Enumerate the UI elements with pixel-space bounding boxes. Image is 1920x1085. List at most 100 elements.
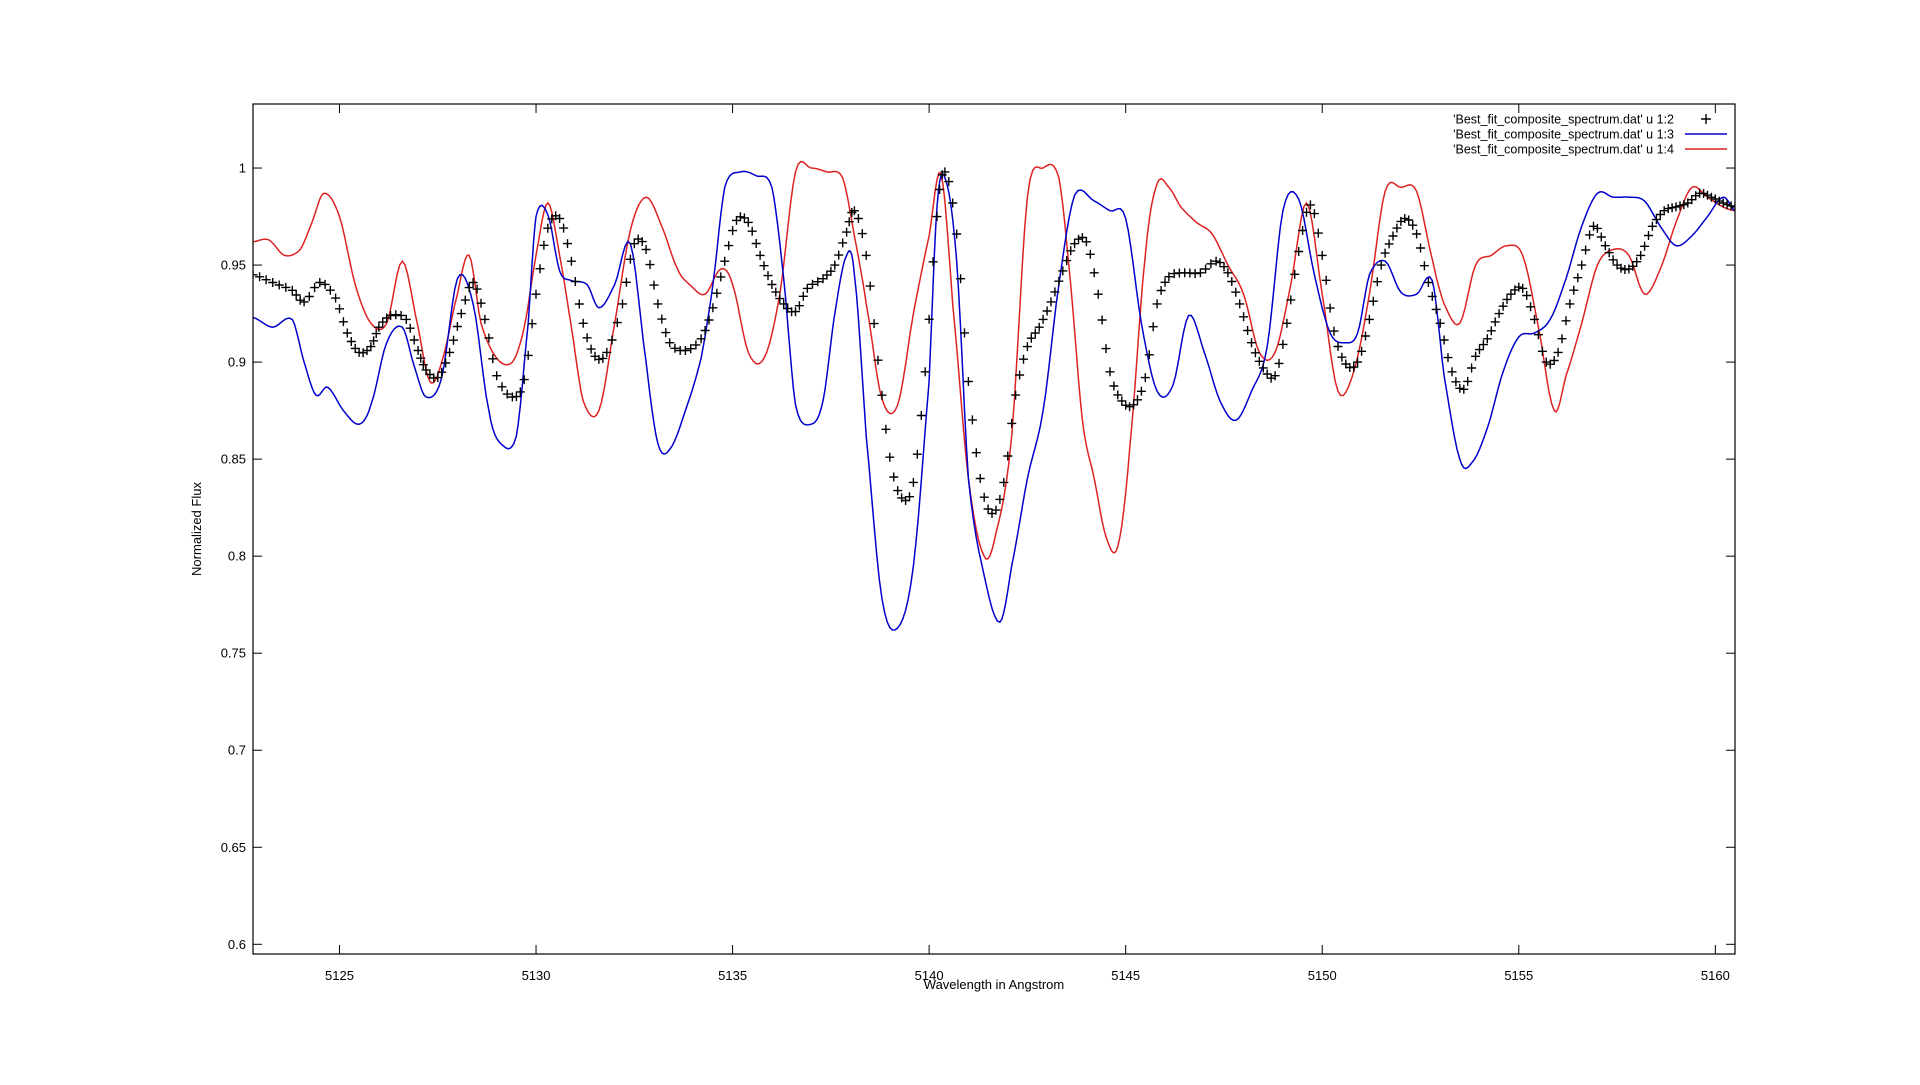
data-point [291, 290, 301, 300]
data-point [1097, 315, 1107, 325]
data-point [253, 270, 258, 280]
data-point [1372, 277, 1382, 287]
data-point [1667, 203, 1677, 213]
data-point [1585, 230, 1595, 240]
data-point [441, 358, 451, 368]
legend-label-1: 'Best_fit_composite_spectrum.dat' u 1:2 [1453, 113, 1674, 127]
data-point [645, 260, 655, 270]
data-point [920, 367, 930, 377]
y-tick-label: 0.65 [221, 840, 246, 855]
data-point [433, 373, 443, 383]
data-point [1195, 268, 1205, 278]
y-axis-title: Normalized Flux [189, 482, 204, 576]
data-point [555, 214, 565, 223]
data-point [1581, 245, 1591, 255]
data-point [346, 337, 356, 346]
data-point [464, 283, 474, 293]
data-point [963, 377, 973, 386]
data-point [1305, 200, 1315, 210]
data-point [1530, 314, 1539, 324]
data-point [1647, 221, 1657, 231]
data-point [960, 328, 969, 338]
data-point [1364, 314, 1374, 324]
data-point [287, 285, 297, 295]
data-point [1046, 297, 1056, 307]
data-point [1486, 326, 1496, 336]
y-tick-label: 0.75 [221, 646, 246, 661]
data-point [1522, 291, 1532, 300]
data-point [861, 250, 871, 260]
data-point [865, 281, 875, 291]
data-point [1050, 287, 1060, 297]
data-point [1201, 264, 1211, 274]
data-point [657, 314, 667, 324]
data-point [374, 322, 384, 332]
data-point [1518, 283, 1528, 293]
data-point [416, 353, 426, 363]
data-point [511, 392, 521, 402]
data-point [607, 335, 617, 345]
data-point [1730, 202, 1735, 212]
data-point [1317, 250, 1327, 260]
data-point [1467, 363, 1477, 373]
x-axis-title: Wavelength in Angstrom [924, 977, 1064, 992]
data-point [1388, 231, 1398, 241]
data-point [948, 198, 958, 208]
data-point [350, 343, 360, 353]
data-point [1105, 367, 1115, 377]
data-point [460, 295, 470, 305]
data-point [691, 340, 701, 350]
data-point [1235, 299, 1245, 309]
data-point [869, 319, 879, 329]
data-point [1333, 342, 1343, 351]
data-point [1655, 210, 1665, 219]
data-point [304, 292, 314, 301]
data-point [1659, 206, 1669, 216]
data-point [1152, 299, 1162, 309]
data-point [670, 343, 680, 353]
data-point [1714, 196, 1724, 206]
data-point [1463, 376, 1473, 386]
data-point [712, 288, 722, 298]
data-point [1294, 247, 1304, 256]
data-point [476, 298, 486, 308]
data-point [612, 318, 622, 328]
data-point [1085, 249, 1095, 259]
data-point [315, 278, 325, 287]
x-tick-label: 5160 [1701, 968, 1730, 983]
y-tick-label: 0.85 [221, 452, 246, 467]
data-point [912, 449, 922, 459]
data-point [944, 177, 954, 187]
data-point [391, 310, 401, 320]
data-point [1400, 214, 1410, 223]
data-point [1498, 301, 1508, 311]
data-point [1223, 268, 1233, 278]
data-point [763, 271, 773, 281]
data-point [916, 411, 926, 420]
data-point [802, 283, 812, 293]
data-point [1007, 418, 1017, 428]
data-point [1557, 334, 1567, 344]
data-point [1042, 306, 1052, 316]
data-point [889, 472, 899, 482]
data-point [1270, 371, 1280, 381]
data-point [1443, 353, 1453, 363]
data-point [885, 452, 895, 462]
data-point [1286, 295, 1296, 305]
data-point [413, 346, 423, 355]
data-point [342, 328, 352, 338]
data-point [975, 474, 985, 483]
data-point [1455, 383, 1465, 393]
data-point [1026, 333, 1036, 343]
data-point [826, 266, 836, 276]
data-point [1325, 303, 1335, 313]
data-point [1219, 262, 1229, 272]
data-point [1408, 220, 1418, 230]
data-point [1278, 339, 1288, 349]
data-point [853, 214, 863, 223]
data-point [1651, 215, 1661, 225]
data-point [468, 278, 478, 287]
data-point [1600, 241, 1610, 251]
data-point [378, 317, 388, 327]
